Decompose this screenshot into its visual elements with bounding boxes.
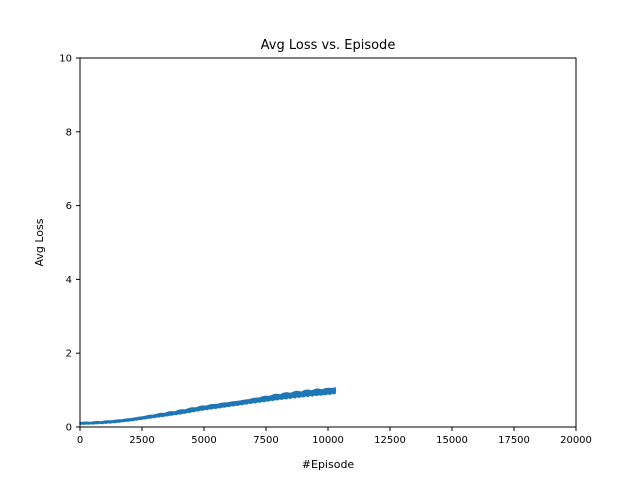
loss-data-point — [265, 397, 267, 400]
chart-title: Avg Loss vs. Episode — [261, 38, 396, 53]
y-tick-label: 8 — [66, 127, 72, 138]
y-axis-label: Avg Loss — [33, 218, 46, 266]
loss-data-point — [314, 391, 317, 394]
loss-data-point — [228, 403, 230, 405]
loss-data-point — [277, 395, 280, 398]
loss-data-point — [290, 394, 292, 397]
loss-series-band — [79, 387, 336, 425]
loss-series-line — [79, 389, 336, 425]
axes-frame — [79, 57, 577, 428]
loss-data-point — [91, 422, 94, 424]
loss-data-point — [327, 390, 329, 393]
y-tick-label: 2 — [66, 349, 72, 360]
x-tick-label: 0 — [77, 435, 83, 446]
loss-data-point — [178, 411, 180, 414]
loss-data-point — [334, 389, 337, 391]
y-axis: 0 2 4 6 8 10 — [59, 54, 80, 434]
loss-data-point — [190, 409, 193, 411]
loss-data-point — [128, 418, 131, 421]
y-tick-label: 4 — [66, 275, 72, 286]
loss-data-point — [104, 421, 106, 424]
x-tick-label: 7500 — [253, 435, 278, 446]
loss-data-point — [302, 393, 305, 395]
y-tick-label: 0 — [66, 423, 72, 434]
plot-area — [79, 387, 337, 425]
x-tick-label: 12500 — [374, 435, 406, 446]
loss-data-point — [153, 415, 156, 417]
y-tick-label: 10 — [59, 54, 72, 65]
loss-data-point — [240, 401, 242, 404]
x-tick-label: 20000 — [560, 435, 592, 446]
loss-data-point — [215, 405, 218, 407]
loss-data-point — [252, 399, 255, 402]
loss-data-point — [116, 420, 118, 422]
x-axis: 0 2500 5000 7500 10000 12500 15000 17500 20000 — [77, 427, 592, 446]
x-tick-label: 2500 — [129, 435, 154, 446]
x-tick-label: 5000 — [191, 435, 216, 446]
loss-data-point — [203, 407, 205, 409]
loss-data-point — [141, 417, 143, 419]
y-tick-label: 6 — [66, 201, 72, 212]
x-tick-label: 17500 — [498, 435, 530, 446]
loss-data-point — [166, 413, 168, 415]
x-tick-label: 15000 — [436, 435, 468, 446]
x-axis-label: #Episode — [302, 458, 355, 471]
x-tick-label: 10000 — [312, 435, 344, 446]
